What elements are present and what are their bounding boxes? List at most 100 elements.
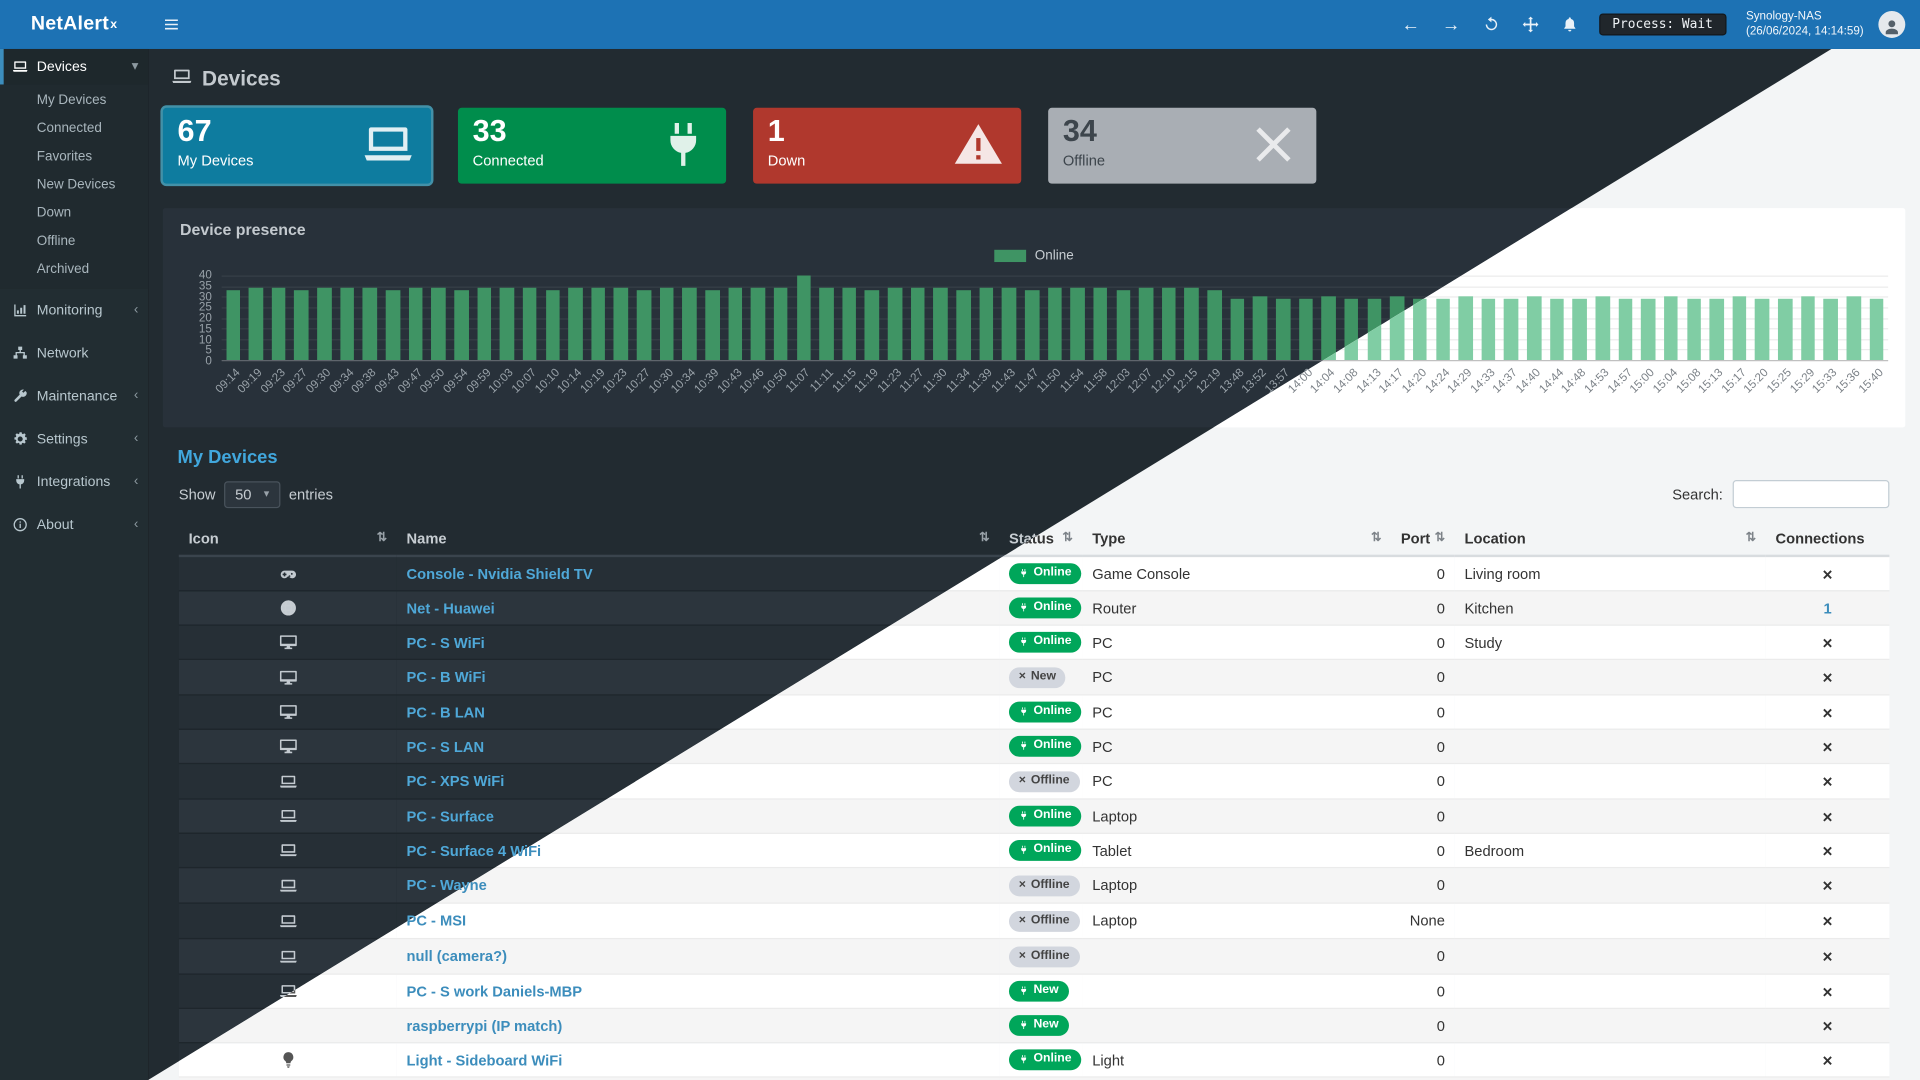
forward-button[interactable]: → [1431,0,1471,49]
device-name-link[interactable]: Light - Sideboard WiFi [406,1051,563,1069]
sort-icon: ⇅ [1434,531,1445,545]
bar-slot [1294,276,1317,360]
chart-legend[interactable]: Online [180,249,1888,263]
device-location-cell: Bedroom [1454,832,1766,868]
sidebar-subitem-favorites[interactable]: Favorites [36,148,93,164]
table-row[interactable]: raspberrypi (IP match) New 0 × [178,1007,1890,1043]
laptop-icon [279,841,297,858]
brand-logo[interactable]: NetAlert x [0,0,148,49]
bar-slot [1135,276,1158,360]
column-header-name[interactable]: Name ⇅ [396,522,1000,558]
column-header-port[interactable]: Port ⇅ [1391,522,1455,558]
bar-slot [1545,276,1568,360]
device-name-cell: Net - Huawei [396,590,1000,626]
table-row[interactable]: Console - Nvidia Shield TV Online Game Con… [178,555,1890,591]
x-axis: 09:14 09:19 09:23 09:27 09:30 09:34 09:38 09:43… [212,361,1889,422]
summary-card-down[interactable]: 1 Down [753,107,1022,184]
device-port-cell: 0 [1391,624,1455,660]
sidebar-subitem-my-devices[interactable]: My Devices [36,92,107,108]
table-row[interactable]: PC - Surface 4 WiFi Online Tablet 0 Bedroom × [178,832,1890,868]
sidebar-subitem-connected[interactable]: Connected [36,120,102,136]
column-header-status[interactable]: Status ⇅ [999,522,1083,558]
device-name-link[interactable]: PC - S LAN [406,737,485,755]
table-row[interactable]: PC - XPS WiFi × Offline PC 0 × [178,762,1890,799]
connections-count-link[interactable]: 1 [1823,599,1832,617]
chart-bar [1161,288,1176,360]
chart-plot[interactable] [221,275,1889,362]
chevron-left-icon: ‹ [133,473,139,489]
sidebar-subitem-archived[interactable]: Archived [36,261,90,277]
device-name-link[interactable]: raspberrypi (IP match) [406,1016,563,1035]
device-name-link[interactable]: PC - S work Daniels-MBP [406,982,583,1000]
table-row[interactable]: Net - Huawei Online Router 0 Kitchen 1 [178,590,1890,626]
chart-bar [1070,288,1085,360]
summary-card-connected[interactable]: 33 Connected [457,107,727,184]
device-status-cell: Online [999,1042,1083,1077]
sidebar-item-network[interactable]: Network [0,332,148,375]
table-row[interactable]: PC - MSI × Offline Laptop None × [178,902,1890,939]
device-type-cell: Laptop [1082,902,1392,939]
table-row[interactable]: PC - B LAN Online PC 0 × [178,694,1890,730]
page-size-select[interactable]: 50 ▾ [224,480,281,508]
status-badge: Online [1008,701,1082,723]
device-location-cell: Study [1454,624,1766,660]
chart-bar [1595,296,1610,360]
bell-icon[interactable] [1550,0,1589,49]
device-port-cell: 0 [1391,728,1455,764]
sidebar-subitem-new-devices[interactable]: New Devices [36,176,116,192]
process-status-chip[interactable]: Process: Wait [1598,13,1727,36]
back-button[interactable]: ← [1391,0,1431,49]
status-badge: Online [1008,735,1082,757]
summary-card-offline[interactable]: 34 Offline [1048,107,1317,184]
column-header-connections[interactable]: Connections [1765,522,1890,558]
x-tick: 11:54 [1058,361,1089,422]
table-row[interactable]: Light - Sideboard WiFi Online Light 0 × [178,1042,1890,1077]
device-name-link[interactable]: PC - Surface [406,807,494,825]
sidebar-subitem-offline[interactable]: Offline [36,233,76,248]
host-name: Synology-NAS [1745,9,1822,23]
table-row[interactable]: PC - S work Daniels-MBP New 0 × [178,973,1890,1009]
table-row[interactable]: PC - Wayne × Offline Laptop 0 × [178,866,1890,904]
device-name-cell: PC - Wayne [396,866,1000,904]
bar-slot [1842,276,1865,360]
sidebar-item-monitoring[interactable]: Monitoring ‹ [0,289,148,332]
device-port-cell: 0 [1391,762,1455,799]
device-name-link[interactable]: null (camera?) [406,947,507,965]
device-name-link[interactable]: Console - Nvidia Shield TV [406,565,593,583]
sidebar-toggle-button[interactable] [148,0,195,49]
device-name-link[interactable]: PC - B WiFi [406,668,486,686]
table-row[interactable]: PC - Surface Online Laptop 0 × [178,798,1890,834]
device-name-link[interactable]: PC - S WiFi [406,633,485,651]
device-name-link[interactable]: PC - XPS WiFi [406,772,505,790]
column-header-location[interactable]: Location ⇅ [1454,522,1766,558]
table-row[interactable]: PC - S WiFi Online PC 0 Study × [178,624,1890,660]
device-name-link[interactable]: PC - B LAN [406,703,485,721]
refresh-icon[interactable] [1471,0,1510,49]
chart-bar [340,288,355,360]
sidebar-item-devices[interactable]: Devices ▾ [0,48,149,85]
sidebar-item-settings[interactable]: Settings ‹ [0,418,148,461]
user-avatar[interactable] [1878,11,1906,38]
device-location-cell [1454,866,1766,904]
sidebar-item-maintenance[interactable]: Maintenance ‹ [0,375,148,418]
search-input[interactable] [1732,480,1890,509]
device-name-link[interactable]: PC - Wayne [406,876,487,894]
table-row[interactable]: PC - S LAN Online PC 0 × [178,728,1890,764]
device-name-link[interactable]: Net - Huawei [406,599,495,617]
device-name-link[interactable]: PC - MSI [406,912,467,930]
table-row[interactable]: null (camera?) × Offline 0 × [178,937,1890,975]
sidebar-subitem-down[interactable]: Down [36,205,72,220]
device-status-cell: × New [999,658,1083,695]
device-presence-chart[interactable]: 40 35 30 25 20 15 10 5 0 [180,269,1889,368]
summary-card-my-devices[interactable]: 67 My Devices [162,107,432,184]
chart-bar [614,288,629,360]
column-header-type[interactable]: Type ⇅ [1082,522,1392,558]
column-header-icon[interactable]: Icon ⇅ [178,522,397,558]
sidebar-item-about[interactable]: About ‹ [0,503,148,546]
table-row[interactable]: PC - B WiFi × New PC 0 × [178,658,1890,695]
move-icon[interactable] [1511,0,1550,49]
device-name-link[interactable]: PC - Surface 4 WiFi [406,841,542,859]
device-presence-panel: Device presence Online 40 35 30 25 20 15 10 5 0 [162,208,1906,428]
device-connections-cell: × [1765,762,1890,799]
sidebar-item-integrations[interactable]: Integrations ‹ [0,460,148,503]
